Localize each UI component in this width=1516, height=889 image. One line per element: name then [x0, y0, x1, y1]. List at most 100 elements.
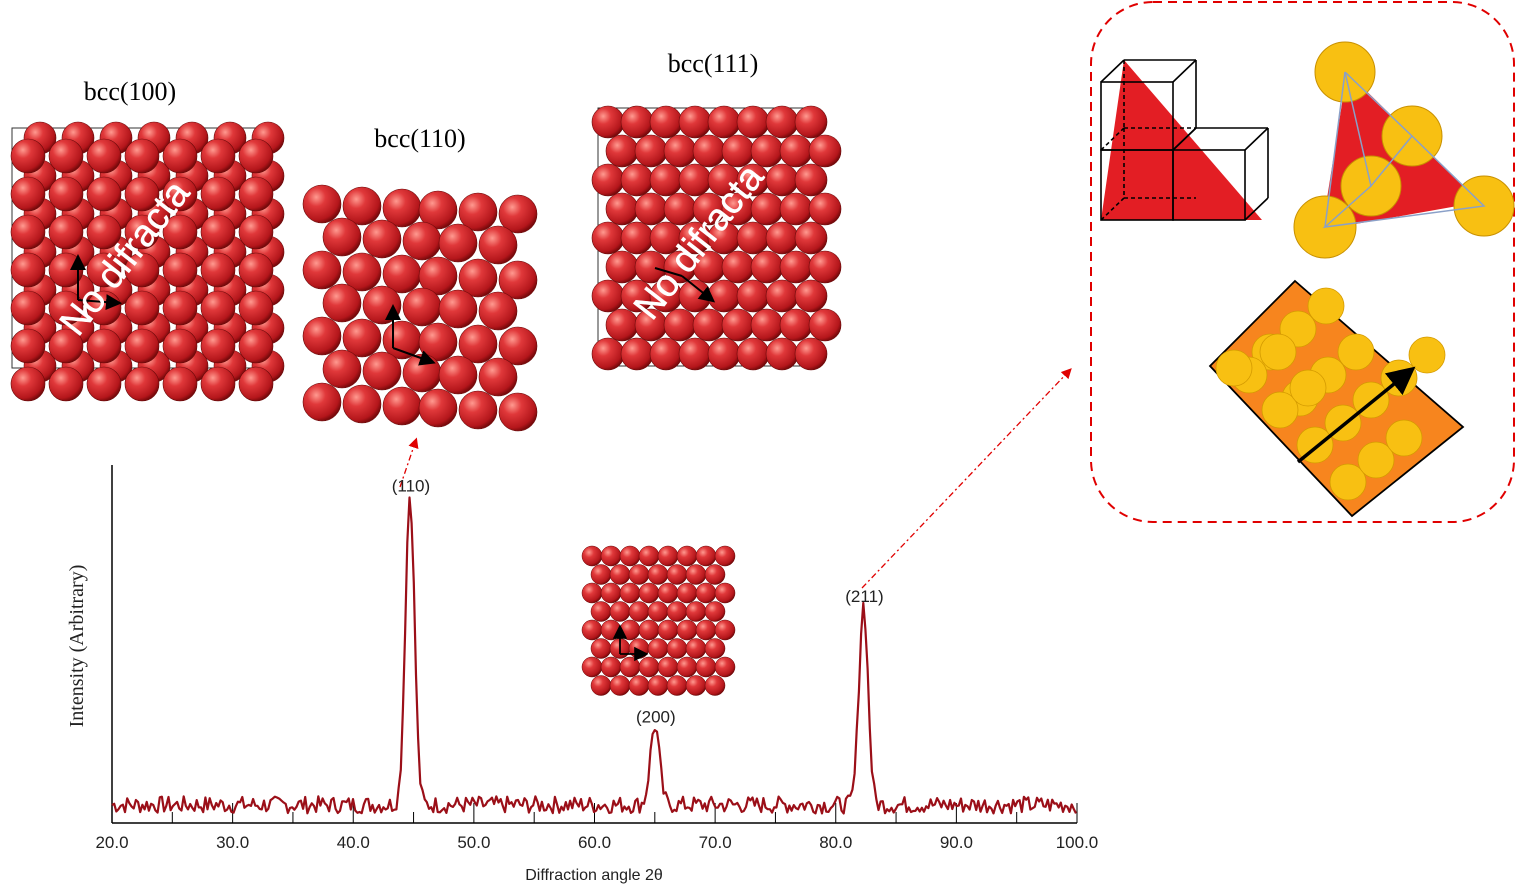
atom: [765, 105, 799, 139]
atom: [1307, 287, 1345, 325]
atom: [808, 308, 842, 342]
atom: [591, 337, 625, 371]
atom: [750, 134, 784, 168]
atom: [609, 601, 631, 622]
peak-label: (200): [636, 708, 676, 727]
atom: [458, 324, 498, 364]
atom: [638, 545, 660, 567]
atom: [695, 582, 717, 604]
bcc100-title: bcc(100): [84, 77, 176, 106]
atom: [657, 582, 679, 604]
atom: [162, 214, 198, 250]
atom: [590, 638, 612, 659]
atom: [200, 252, 236, 288]
atom: [48, 328, 84, 364]
atom: [124, 138, 160, 174]
atom: [200, 138, 236, 174]
atom: [620, 163, 654, 197]
atom: [647, 564, 669, 585]
atom: [10, 252, 46, 288]
atom: [458, 390, 498, 430]
atom: [605, 134, 639, 168]
atom: [808, 192, 842, 226]
bcc200-small-lattice: [581, 545, 736, 696]
atom: [418, 256, 458, 296]
atom: [649, 337, 683, 371]
atom: [342, 384, 382, 424]
atom: [302, 316, 342, 356]
atom: [86, 176, 122, 212]
axis-arrow-icon: [612, 624, 649, 662]
atom: [322, 217, 362, 257]
atom: [704, 564, 726, 585]
atom: [657, 656, 679, 678]
atom: [721, 308, 755, 342]
atom: [678, 105, 712, 139]
atom: [736, 221, 770, 255]
cube-triangle-icon: [1100, 59, 1269, 221]
pointer-211-arrow: [861, 368, 1072, 589]
atom: [86, 328, 122, 364]
atom: [609, 675, 631, 696]
atom: [605, 308, 639, 342]
atom: [666, 675, 688, 696]
atom: [619, 545, 641, 567]
atom: [721, 250, 755, 284]
atom: [707, 279, 741, 313]
pointer-110-arrow: [399, 437, 419, 488]
atom: [302, 250, 342, 290]
atom: [704, 601, 726, 622]
atom: [692, 134, 726, 168]
atom: [736, 105, 770, 139]
x-tick-label: 50.0: [457, 833, 490, 852]
atom: [676, 619, 698, 641]
atom: [808, 134, 842, 168]
atom: [600, 582, 622, 604]
atom: [10, 366, 46, 402]
atom: [695, 545, 717, 567]
atom: [238, 290, 274, 326]
atom: [779, 250, 813, 284]
atom: [162, 138, 198, 174]
atom: [628, 601, 650, 622]
atom: [1408, 336, 1446, 374]
atom: [10, 328, 46, 364]
x-tick-label: 100.0: [1056, 833, 1099, 852]
atom: [647, 638, 669, 659]
atom: [620, 337, 654, 371]
atom: [581, 545, 603, 567]
atom: [10, 138, 46, 174]
atom: [238, 366, 274, 402]
plane-211-frame: [1090, 1, 1515, 523]
atom: [666, 601, 688, 622]
atom: [714, 545, 736, 567]
atom: [695, 619, 717, 641]
x-tick-label: 80.0: [819, 833, 852, 852]
atom: [342, 252, 382, 292]
atom: [714, 582, 736, 604]
atom: [302, 382, 342, 422]
atom: [619, 619, 641, 641]
atom: [402, 353, 442, 393]
diffraction-trace: [111, 496, 1077, 815]
atom: [628, 638, 650, 659]
atom: [619, 656, 641, 678]
x-tick-label: 90.0: [940, 833, 973, 852]
atom: [685, 601, 707, 622]
atom: [605, 250, 639, 284]
atom: [794, 279, 828, 313]
atom: [591, 279, 625, 313]
atom: [678, 163, 712, 197]
atom: [362, 285, 402, 325]
atom: [628, 675, 650, 696]
atom: [342, 186, 382, 226]
atom: [685, 675, 707, 696]
atom: [10, 176, 46, 212]
atom: [685, 564, 707, 585]
atom: [402, 287, 442, 327]
atom: [666, 564, 688, 585]
atom: [498, 194, 538, 234]
atom: [657, 545, 679, 567]
atom: [634, 192, 668, 226]
atom: [647, 675, 669, 696]
